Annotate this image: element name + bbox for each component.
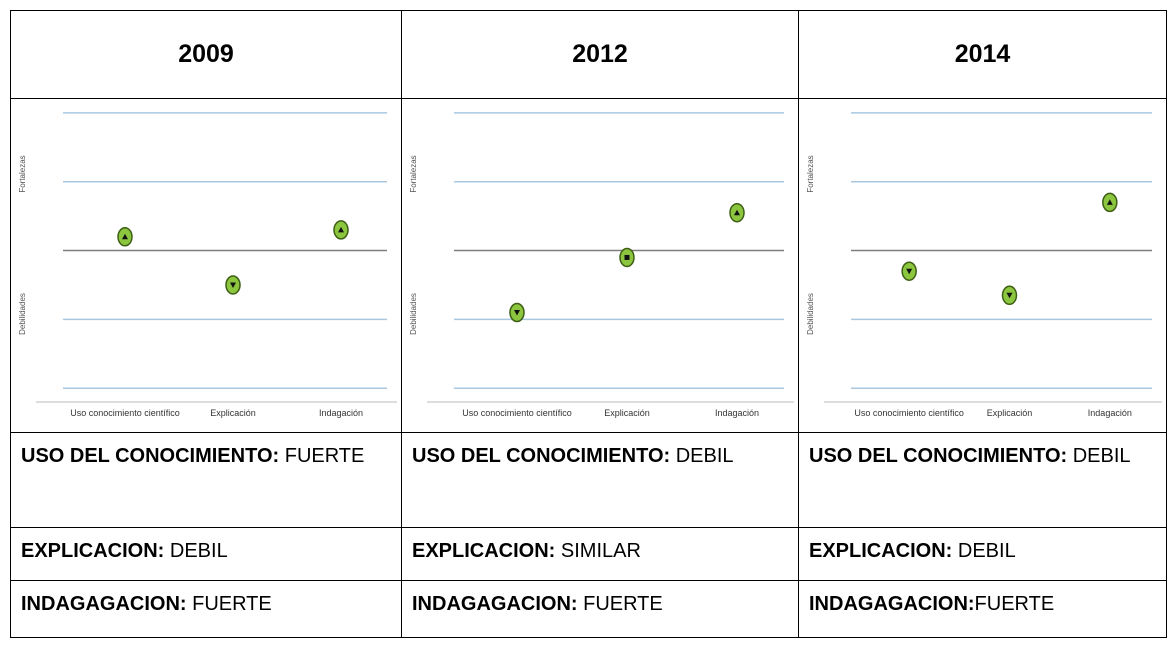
x-tick-label: Explicación <box>987 408 1033 418</box>
cell-value: DEBIL <box>952 540 1016 562</box>
table-cell: EXPLICACION: SIMILAR <box>401 527 799 581</box>
point-symbol <box>122 233 128 240</box>
cell-label: EXPLICACION: <box>21 540 165 562</box>
table-cell: EXPLICACION: DEBIL <box>798 527 1167 581</box>
column-header: 2014 <box>798 10 1167 99</box>
x-tick-label: Uso conocimiento científico <box>70 408 180 418</box>
point-symbol <box>338 226 344 233</box>
table-cell: USO DEL CONOCIMIENTO: FUERTE <box>10 432 402 528</box>
cell-value: DEBIL <box>1067 445 1131 467</box>
column-header: 2012 <box>401 10 799 99</box>
x-tick-label: Explicación <box>604 408 650 418</box>
column-header: 2009 <box>10 10 402 99</box>
cell-label: INDAGAGACION: <box>809 593 975 615</box>
point-symbol <box>230 282 236 288</box>
x-tick-label: Indagación <box>715 408 759 418</box>
cell-label: EXPLICACION: <box>809 540 953 562</box>
chart-cell: Fortalezas Debilidades Uso conocimiento ci… <box>798 98 1167 433</box>
table-cell: USO DEL CONOCIMIENTO: DEBIL <box>401 432 799 528</box>
y-axis-label: Fortalezas <box>409 155 418 192</box>
chart: Fortalezas Debilidades Uso conocimiento ci… <box>806 112 1162 418</box>
cell-label: INDAGAGACION: <box>412 593 578 615</box>
chart: Fortalezas Debilidades Uso conocimiento ci… <box>409 112 794 418</box>
x-tick-label: Uso conocimiento científico <box>854 408 964 418</box>
y-axis-label: Fortalezas <box>18 155 27 192</box>
x-tick-label: Uso conocimiento científico <box>462 408 572 418</box>
y-axis-label: Fortalezas <box>806 155 815 192</box>
cell-value: DEBIL <box>670 445 734 467</box>
table-cell: INDAGAGACION:FUERTE <box>798 580 1167 638</box>
cell-value: DEBIL <box>164 540 228 562</box>
cell-value: SIMILAR <box>555 540 641 562</box>
cell-label: EXPLICACION: <box>412 540 556 562</box>
cell-label: USO DEL CONOCIMIENTO: <box>21 445 280 467</box>
y-axis-label: Debilidades <box>18 293 27 335</box>
point-symbol <box>1006 292 1013 299</box>
table-cell: USO DEL CONOCIMIENTO: DEBIL <box>798 432 1167 528</box>
cell-label: INDAGAGACION: <box>21 593 187 615</box>
chart-cell: Fortalezas Debilidades Uso conocimiento ci… <box>10 98 402 433</box>
point-symbol <box>624 254 630 260</box>
chart: Fortalezas Debilidades Uso conocimiento ci… <box>18 112 397 418</box>
cell-value: FUERTE <box>974 593 1055 615</box>
cell-label: USO DEL CONOCIMIENTO: <box>412 445 671 467</box>
cell-label: USO DEL CONOCIMIENTO: <box>809 445 1068 467</box>
point-symbol <box>906 268 913 275</box>
table-cell: INDAGAGACION: FUERTE <box>10 580 402 638</box>
table-cell: EXPLICACION: DEBIL <box>10 527 402 581</box>
point-symbol <box>514 310 520 316</box>
cell-value: FUERTE <box>279 445 365 467</box>
x-tick-label: Explicación <box>210 408 256 418</box>
chart-cell: Fortalezas Debilidades Uso conocimiento ci… <box>401 98 799 433</box>
cell-value: FUERTE <box>186 593 272 615</box>
y-axis-label: Debilidades <box>409 293 418 335</box>
table-cell: INDAGAGACION: FUERTE <box>401 580 799 638</box>
y-axis-label: Debilidades <box>806 293 815 335</box>
point-symbol <box>1106 199 1113 205</box>
cell-value: FUERTE <box>577 593 663 615</box>
x-tick-label: Indagación <box>1088 408 1132 418</box>
point-symbol <box>734 209 740 216</box>
x-tick-label: Indagación <box>319 408 363 418</box>
